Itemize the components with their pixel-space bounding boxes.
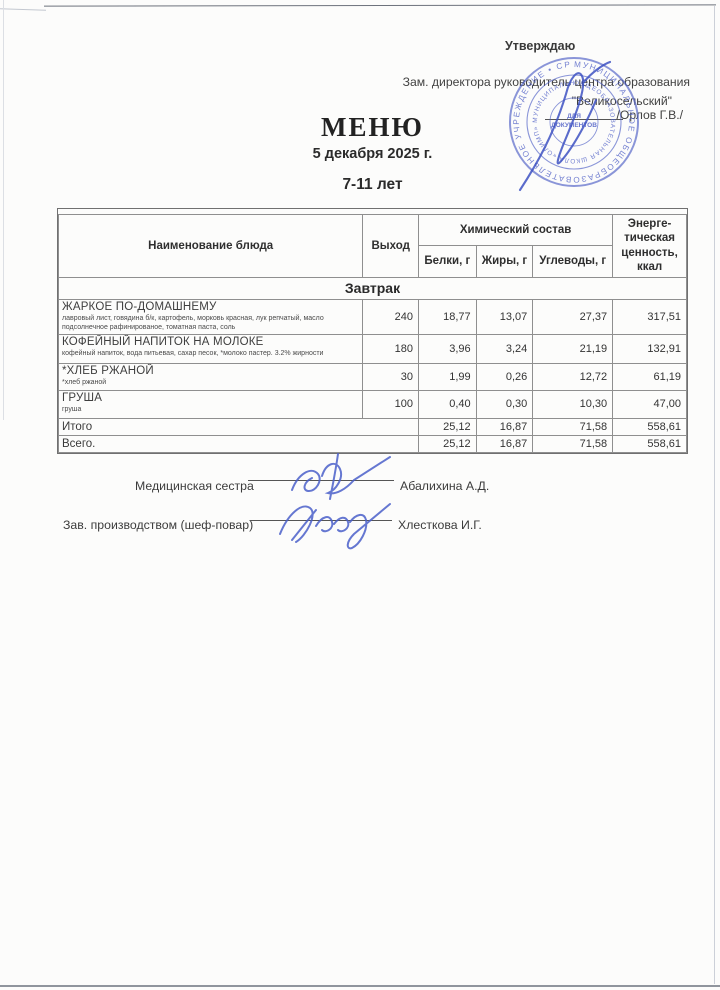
col-header-carbs: Углеводы, г <box>532 245 614 278</box>
approval-signature-line <box>545 119 623 120</box>
dish-name: *ХЛЕБ РЖАНОЙ <box>62 364 154 377</box>
col-header-output: Выход <box>362 214 419 278</box>
dish-fat: 0,30 <box>475 389 534 419</box>
dish-protein: 1,99 <box>418 362 477 391</box>
totals-row: Всего. 25,12 16,87 71,58 558,61 <box>58 434 687 453</box>
total-label: Итого <box>58 417 419 436</box>
dish-output: 180 <box>362 333 419 364</box>
stamp-center-line2: ДОКУМЕНТОВ <box>551 122 597 129</box>
dish-energy: 132,91 <box>612 333 687 364</box>
dish-output: 30 <box>362 362 419 391</box>
total-fat: 16,87 <box>475 434 534 453</box>
dish-ingredients: груша <box>62 405 82 413</box>
total-carbs: 71,58 <box>532 417 614 436</box>
dish-output: 240 <box>362 298 419 335</box>
nurse-signature-scribble <box>291 453 391 500</box>
dish-energy: 61,19 <box>612 362 687 391</box>
total-label: Всего. <box>58 434 419 453</box>
col-header-protein: Белки, г <box>418 245 477 278</box>
col-header-energy: Энерге-тическая ценность, ккал <box>612 214 687 278</box>
dish-name: ЖАРКОЕ ПО-ДОМАШНЕМУ <box>62 300 217 313</box>
menu-table: Наименование блюда Выход Химический сост… <box>57 208 688 454</box>
dish-fat: 3,24 <box>475 333 534 364</box>
age-group: 7-11 лет <box>342 176 403 193</box>
dish-protein: 18,77 <box>418 298 477 335</box>
dish-fat: 0,26 <box>475 362 534 391</box>
table-row: ГРУША груша 100 0,40 0,30 10,30 47,00 <box>57 389 687 419</box>
approval-label: Утверждаю <box>505 39 576 53</box>
approval-school-name: "Великосельский" <box>571 94 672 108</box>
dish-ingredients: лавровый лист, говядина б/к, картофель, … <box>62 314 324 331</box>
dish-energy: 317,51 <box>612 298 687 335</box>
table-row: ЖАРКОЕ ПО-ДОМАШНЕМУ лавровый лист, говяд… <box>57 298 687 335</box>
nurse-signature-line <box>248 480 394 481</box>
dish-energy: 47,00 <box>612 389 687 419</box>
director-signature-stroke <box>518 60 612 192</box>
col-header-chemical: Химический состав <box>417 213 614 247</box>
total-protein: 25,12 <box>418 434 477 453</box>
chef-signature-scribble <box>279 503 391 550</box>
page-title: МЕНЮ <box>321 112 424 142</box>
dish-carbs: 27,37 <box>532 298 614 335</box>
dish-carbs: 10,30 <box>532 389 614 419</box>
meal-section-title: Завтрак <box>58 276 687 300</box>
nurse-role-label: Медицинская сестра <box>135 479 254 493</box>
dish-fat: 13,07 <box>475 298 534 335</box>
school-stamp-icon: МУНИЦИПАЛЬНОЕ ОБЩЕОБРАЗОВАТЕЛЬНОЕ УЧРЕЖД… <box>492 42 639 192</box>
dish-name: КОФЕЙНЫЙ НАПИТОК НА МОЛОКЕ <box>62 335 264 348</box>
dish-carbs: 12,72 <box>532 362 614 391</box>
nurse-name: Абалихина А.Д. <box>400 479 490 493</box>
scan-edge-left <box>3 0 4 420</box>
dish-ingredients: кофейный напиток, вода питьевая, сахар п… <box>62 349 324 357</box>
col-header-fat: Жиры, г <box>475 245 534 278</box>
scan-edge-bottom <box>0 985 720 987</box>
total-carbs: 71,58 <box>532 434 614 453</box>
chef-name: Хлесткова И.Г. <box>398 518 482 532</box>
col-header-dish: Наименование блюда <box>57 214 364 278</box>
menu-date: 5 декабря 2025 г. <box>312 146 433 162</box>
total-protein: 25,12 <box>418 417 477 436</box>
chef-role-label: Зав. производством (шеф-повар) <box>63 518 254 532</box>
dish-name: ГРУША <box>62 391 103 404</box>
totals-row: Итого 25,12 16,87 71,58 558,61 <box>58 417 687 436</box>
approval-approver-name: /Орлов Г.В./ <box>616 108 683 122</box>
dish-protein: 3,96 <box>418 333 477 364</box>
total-energy: 558,61 <box>612 417 687 436</box>
scan-edge-top <box>43 4 717 7</box>
dish-output: 100 <box>362 389 419 419</box>
scan-edge-top-left <box>0 8 47 11</box>
total-energy: 558,61 <box>612 434 687 453</box>
table-row: КОФЕЙНЫЙ НАПИТОК НА МОЛОКЕ кофейный напи… <box>57 333 687 364</box>
total-fat: 16,87 <box>475 417 534 436</box>
table-row: *ХЛЕБ РЖАНОЙ *хлеб ржаной 30 1,99 0,26 1… <box>57 362 687 391</box>
approval-director-line: Зам. директора руководитель центра образ… <box>402 75 690 89</box>
dish-carbs: 21,19 <box>532 333 614 364</box>
scan-edge-right <box>714 6 715 984</box>
dish-protein: 0,40 <box>418 389 477 419</box>
dish-ingredients: *хлеб ржаной <box>62 378 107 386</box>
